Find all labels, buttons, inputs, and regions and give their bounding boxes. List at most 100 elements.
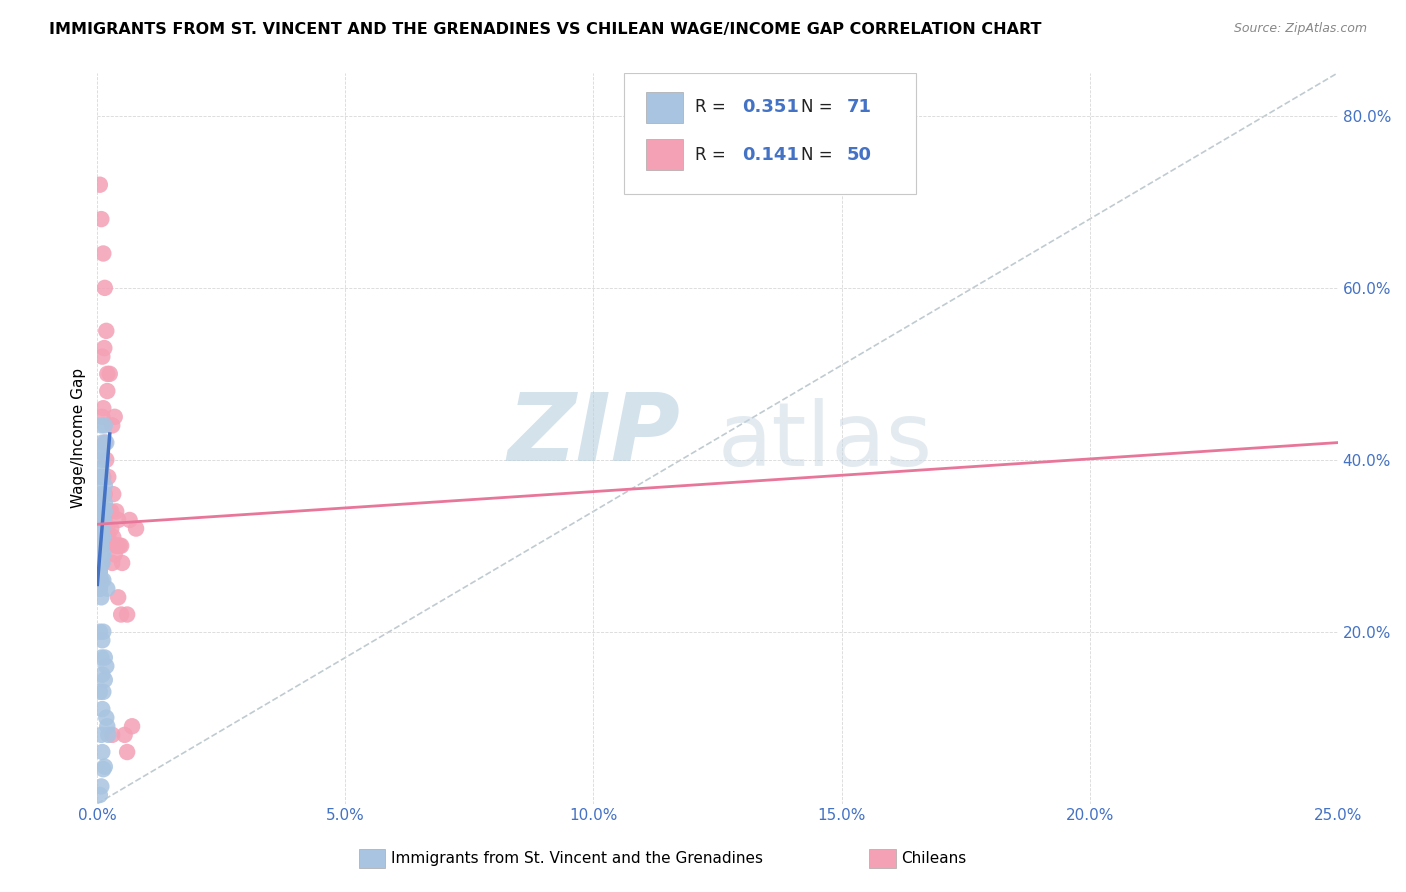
Point	[100, 522, 122, 536]
Point	[94, 496, 117, 510]
Point	[89, 582, 111, 596]
Point	[91, 409, 114, 424]
Text: atlas: atlas	[717, 399, 932, 485]
Point	[90, 418, 112, 433]
Point	[89, 530, 111, 544]
Point	[89, 496, 111, 510]
Point	[105, 539, 128, 553]
Point	[96, 504, 118, 518]
Point	[89, 582, 111, 596]
Point	[110, 539, 132, 553]
Point	[90, 461, 112, 475]
Point	[101, 728, 124, 742]
Point	[91, 513, 114, 527]
Point	[96, 435, 118, 450]
Point	[96, 452, 118, 467]
Point	[91, 685, 114, 699]
Point	[94, 673, 117, 687]
Point	[105, 539, 128, 553]
Point	[89, 504, 111, 518]
FancyBboxPatch shape	[645, 139, 683, 170]
Point	[96, 711, 118, 725]
Point	[90, 487, 112, 501]
Point	[90, 539, 112, 553]
Text: R =: R =	[695, 145, 731, 164]
Point	[91, 452, 114, 467]
Point	[96, 719, 118, 733]
Point	[98, 504, 121, 518]
Point	[100, 504, 122, 518]
Point	[89, 178, 111, 192]
Point	[115, 745, 138, 759]
Point	[110, 607, 132, 622]
Point	[91, 435, 114, 450]
Text: Source: ZipAtlas.com: Source: ZipAtlas.com	[1233, 22, 1367, 36]
Point	[111, 556, 134, 570]
Point	[91, 504, 114, 518]
Text: R =: R =	[695, 98, 731, 116]
Y-axis label: Wage/Income Gap: Wage/Income Gap	[72, 368, 86, 508]
Point	[90, 780, 112, 794]
Point	[103, 487, 125, 501]
Point	[108, 539, 131, 553]
Point	[90, 573, 112, 587]
Point	[91, 624, 114, 639]
FancyBboxPatch shape	[624, 73, 915, 194]
Point	[107, 591, 129, 605]
Text: Chileans: Chileans	[901, 851, 966, 865]
Point	[91, 573, 114, 587]
Point	[96, 582, 118, 596]
Point	[91, 487, 114, 501]
Point	[91, 522, 114, 536]
Point	[91, 401, 114, 416]
Point	[89, 470, 111, 484]
Point	[104, 547, 127, 561]
Point	[89, 530, 111, 544]
Point	[97, 504, 120, 518]
Point	[94, 281, 117, 295]
Point	[96, 324, 118, 338]
Point	[118, 513, 141, 527]
Point	[89, 565, 111, 579]
Point	[115, 607, 138, 622]
Point	[91, 470, 114, 484]
Point	[91, 667, 114, 681]
Point	[90, 504, 112, 518]
Point	[89, 539, 111, 553]
Point	[94, 650, 117, 665]
Point	[90, 513, 112, 527]
Point	[90, 444, 112, 458]
Point	[96, 522, 118, 536]
Point	[91, 530, 114, 544]
Point	[94, 504, 117, 518]
Point	[91, 702, 114, 716]
Point	[107, 513, 129, 527]
Point	[89, 556, 111, 570]
Point	[125, 522, 148, 536]
Point	[91, 556, 114, 570]
Point	[91, 745, 114, 759]
Point	[114, 728, 136, 742]
Point	[90, 487, 112, 501]
Point	[101, 556, 124, 570]
Text: N =: N =	[800, 98, 838, 116]
Point	[90, 212, 112, 227]
Point	[90, 650, 112, 665]
Point	[91, 556, 114, 570]
Point	[97, 728, 120, 742]
Point	[91, 522, 114, 536]
Point	[91, 530, 114, 544]
Point	[101, 418, 124, 433]
Point	[94, 435, 117, 450]
Point	[90, 513, 112, 527]
Point	[90, 547, 112, 561]
Point	[97, 470, 120, 484]
Point	[91, 547, 114, 561]
Point	[89, 788, 111, 802]
Point	[94, 759, 117, 773]
Point	[96, 367, 118, 381]
Point	[89, 573, 111, 587]
Point	[91, 513, 114, 527]
Point	[89, 685, 111, 699]
Text: IMMIGRANTS FROM ST. VINCENT AND THE GRENADINES VS CHILEAN WAGE/INCOME GAP CORREL: IMMIGRANTS FROM ST. VINCENT AND THE GREN…	[49, 22, 1042, 37]
